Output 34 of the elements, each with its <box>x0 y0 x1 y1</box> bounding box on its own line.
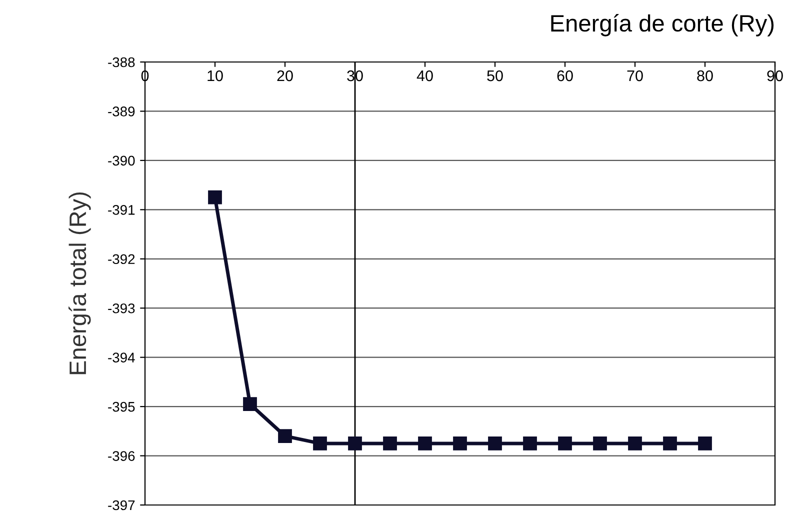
point <box>488 436 502 450</box>
point <box>383 436 397 450</box>
x-tick-label: 20 <box>277 70 293 82</box>
x-axis-title: Energía de corte (Ry) <box>551 14 774 36</box>
point <box>278 429 292 444</box>
point <box>453 436 467 450</box>
y-tick-label: -390 <box>108 156 135 166</box>
x-tick-label: 80 <box>697 70 713 82</box>
point <box>698 436 712 450</box>
y-tick-label: -389 <box>108 106 135 116</box>
x-tick-label: 70 <box>627 70 643 82</box>
point <box>628 436 642 450</box>
x-tick-label: 40 <box>416 70 433 82</box>
y-tick-label: -393 <box>108 303 135 314</box>
y-tick-label: -391 <box>108 205 135 215</box>
point <box>523 436 537 450</box>
point <box>558 436 572 450</box>
point <box>663 436 677 450</box>
y-tick-label: -395 <box>108 402 135 412</box>
x-tick-label: 60 <box>557 70 573 82</box>
y-tick-label: -388 <box>108 57 135 68</box>
point <box>208 190 222 204</box>
x-tick-label: 50 <box>487 70 503 82</box>
point <box>243 397 257 412</box>
y-tick-label: -397 <box>108 500 135 510</box>
y-tick-label: -396 <box>108 451 135 461</box>
point <box>418 436 432 450</box>
point <box>348 436 362 450</box>
y-axis-title: Energía total (Ry) <box>68 192 91 374</box>
y-tick-label: -392 <box>108 254 135 264</box>
point <box>593 436 607 450</box>
x-tick-label: 10 <box>208 70 223 82</box>
y-tick-label: -394 <box>108 352 135 363</box>
point <box>313 436 327 450</box>
